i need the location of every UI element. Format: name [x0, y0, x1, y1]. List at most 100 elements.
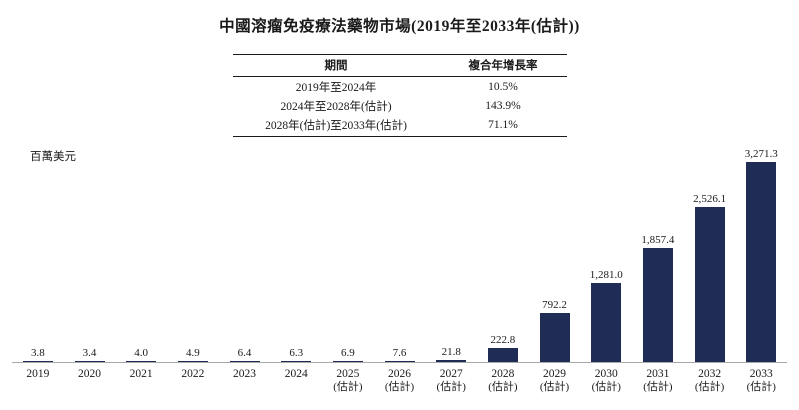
x-axis-label-2031: 2031 (估計)	[632, 368, 684, 394]
x-axis-label-2019: 2019	[12, 368, 64, 394]
bar-value-label: 3.4	[82, 346, 97, 359]
y-axis-unit-label: 百萬美元	[30, 150, 76, 163]
plot-area: 3.8 3.4 4.0 4.9 6.4 6.3 6.9 7.6 21.8 222.8 792.2 1,…	[12, 148, 787, 363]
table-header-period: 期間	[232, 54, 440, 77]
bar-group-2028: 222.8	[477, 334, 529, 362]
x-axis-estimate-note: (估計)	[643, 380, 673, 393]
bar	[487, 347, 518, 362]
bar-value-label: 1,281.0	[589, 269, 623, 282]
bar-value-label: 2,526.1	[693, 193, 727, 206]
bar	[694, 207, 725, 362]
bar-group-2022: 4.9	[167, 347, 219, 362]
x-axis-year: 2024	[284, 367, 308, 380]
bar	[591, 283, 622, 362]
x-axis-estimate-note: (估計)	[746, 380, 776, 393]
x-axis-label-2030: 2030 (估計)	[580, 368, 632, 394]
bar-group-2020: 3.4	[64, 347, 116, 362]
bar-value-label: 4.0	[134, 346, 149, 359]
bar-group-2021: 4.0	[115, 347, 167, 362]
bar-value-label: 6.3	[289, 346, 304, 359]
bar	[436, 360, 467, 362]
bar-value-label: 7.6	[392, 346, 407, 359]
page-title: 中國溶瘤免疫療法藥物市場(2019年至2033年(估計))	[219, 18, 580, 35]
table-header-row: 期間 複合年增長率	[232, 54, 567, 77]
bar-group-2025: 6.9	[322, 347, 374, 362]
x-axis-year: 2029	[543, 367, 567, 380]
x-axis-label-2022: 2022	[167, 368, 219, 394]
x-axis-year: 2033	[749, 367, 773, 380]
bar	[281, 360, 312, 362]
x-axis-label-2025: 2025 (估計)	[322, 368, 374, 394]
bar-group-2030: 1,281.0	[580, 269, 632, 362]
bar-group-2032: 2,526.1	[684, 193, 736, 362]
bar-group-2024: 6.3	[270, 347, 322, 362]
bar-value-label: 3.8	[30, 346, 45, 359]
bar	[126, 360, 157, 362]
bar-value-label: 4.9	[185, 346, 200, 359]
bar-group-2023: 6.4	[219, 347, 271, 362]
x-axis-label-2027: 2027 (估計)	[425, 368, 477, 394]
x-axis-label-2020: 2020	[64, 368, 116, 394]
bar-group-2029: 792.2	[529, 299, 581, 362]
x-axis-estimate-note: (估計)	[384, 380, 415, 393]
x-axis-label-2028: 2028 (估計)	[477, 368, 529, 394]
bar	[177, 360, 208, 362]
bar-value-label: 6.9	[340, 346, 355, 359]
bar	[384, 360, 415, 362]
table-row: 2028年(估計)至2033年(估計) 71.1%	[232, 115, 567, 137]
bar	[74, 360, 105, 362]
x-axis-year: 2019	[26, 367, 50, 380]
bar-group-2033: 3,271.3	[735, 148, 787, 362]
x-axis-year: 2027	[439, 367, 463, 380]
x-axis-estimate-note: (估計)	[539, 380, 570, 393]
table-header-cagr: 複合年增長率	[439, 54, 567, 77]
cagr-table: 期間 複合年增長率 2019年至2024年 10.5% 2024年至2028年(…	[232, 54, 567, 137]
cagr-cell: 71.1%	[439, 115, 567, 137]
x-axis-year: 2032	[698, 367, 722, 380]
x-axis-year: 2023	[233, 367, 257, 380]
period-cell: 2019年至2024年	[295, 81, 377, 94]
bar-chart: 3.8 3.4 4.0 4.9 6.4 6.3 6.9 7.6 21.8 222.8 792.2 1,…	[12, 148, 787, 394]
bar-value-label: 1,857.4	[641, 233, 675, 246]
x-axis-year: 2028	[491, 367, 515, 380]
x-axis-label-2026: 2026 (估計)	[374, 368, 426, 394]
bar-group-2031: 1,857.4	[632, 234, 684, 362]
cagr-cell: 143.9%	[485, 99, 521, 112]
period-cell: 2024年至2028年(估計)	[280, 100, 392, 113]
table-row: 2024年至2028年(估計) 143.9%	[233, 96, 567, 115]
bar	[332, 360, 363, 362]
x-axis-label-2021: 2021	[115, 368, 167, 394]
bar	[22, 360, 53, 362]
bar-group-2019: 3.8	[12, 347, 64, 362]
bar-value-label: 222.8	[490, 333, 516, 346]
x-axis-estimate-note: (估計)	[488, 380, 518, 393]
bar-value-label: 21.8	[441, 346, 461, 359]
x-axis-year: 2026	[388, 367, 412, 380]
x-axis-label-2023: 2023	[219, 368, 271, 394]
x-axis-label-2024: 2024	[270, 368, 322, 394]
x-axis-estimate-note: (估計)	[694, 380, 725, 393]
x-axis-label-2033: 2033 (估計)	[735, 368, 787, 394]
x-axis-estimate-note: (估計)	[436, 380, 466, 393]
table-row: 2019年至2024年 10.5%	[233, 77, 567, 97]
x-axis-year: 2022	[181, 367, 205, 380]
x-axis-estimate-note: (估計)	[333, 380, 363, 393]
bar	[229, 360, 260, 362]
bar-group-2027: 21.8	[425, 346, 477, 362]
x-axis-year: 2025	[336, 367, 360, 380]
x-axis-year: 2020	[78, 367, 101, 380]
x-axis-year: 2031	[646, 367, 670, 380]
bar	[539, 313, 570, 362]
bar	[746, 161, 777, 362]
x-axis-year: 2030	[594, 367, 618, 380]
bar-group-2026: 7.6	[374, 347, 426, 362]
bar-value-label: 6.4	[237, 346, 252, 359]
x-axis-year: 2021	[129, 367, 153, 380]
bar-value-label: 3,271.3	[744, 147, 778, 160]
x-axis-label-2029: 2029 (估計)	[529, 368, 581, 394]
x-axis-label-2032: 2032 (估計)	[684, 368, 736, 394]
cagr-cell: 10.5%	[488, 80, 518, 93]
x-axis-estimate-note: (估計)	[591, 380, 621, 393]
period-cell: 2028年(估計)至2033年(估計)	[232, 115, 440, 137]
bar	[642, 247, 673, 362]
